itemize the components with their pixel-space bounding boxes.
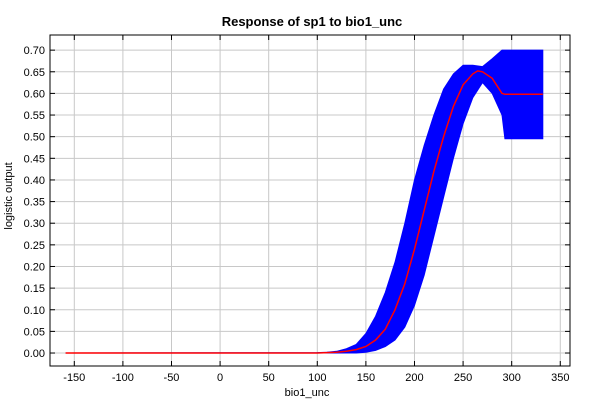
- y-tick-label: 0.20: [24, 261, 45, 273]
- y-tick-label: 0.45: [24, 153, 45, 165]
- y-tick-label: 0.40: [24, 175, 45, 187]
- y-tick-label: 0.25: [24, 240, 45, 252]
- mean-response-line: [65, 70, 543, 354]
- x-axis-label: bio1_unc: [285, 387, 330, 399]
- uncertainty-band-area: [65, 49, 544, 354]
- y-tick-label: 0.10: [24, 305, 45, 317]
- x-tick-label: 350: [551, 372, 569, 384]
- y-tick-label: 0.55: [24, 110, 45, 122]
- x-tick-label: 50: [263, 372, 275, 384]
- y-axis-label: logistic output: [3, 162, 15, 229]
- x-tick-label: -150: [63, 372, 85, 384]
- plot-frame: [49, 34, 571, 367]
- y-tick-label: 0.00: [24, 348, 45, 360]
- x-tick-label: 150: [357, 372, 375, 384]
- x-tick-label: 100: [308, 372, 326, 384]
- x-tick-label: 300: [503, 372, 521, 384]
- x-tick-label: -100: [112, 372, 134, 384]
- y-tick-label: 0.30: [24, 218, 45, 230]
- y-tick-label: 0.05: [24, 326, 45, 338]
- x-tick-label: 0: [217, 372, 223, 384]
- x-tick-label: 200: [405, 372, 423, 384]
- y-tick-label: 0.50: [24, 132, 45, 144]
- x-tick-label: 250: [454, 372, 472, 384]
- y-tick-label: 0.35: [24, 197, 45, 209]
- uncertainty-band: [65, 49, 544, 354]
- mean-response-line-group: [65, 70, 543, 354]
- y-tick-label: 0.15: [24, 283, 45, 295]
- chart-title: Response of sp1 to bio1_unc: [222, 14, 403, 29]
- axis-ticks: -150 -100 -50 0 50 100 150 200 250 300 350 0.00 0.05…: [24, 35, 570, 384]
- y-tick-label: 0.65: [24, 67, 45, 79]
- y-tick-label: 0.70: [24, 45, 45, 57]
- y-tick-label: 0.60: [24, 88, 45, 100]
- x-tick-label: -50: [164, 372, 180, 384]
